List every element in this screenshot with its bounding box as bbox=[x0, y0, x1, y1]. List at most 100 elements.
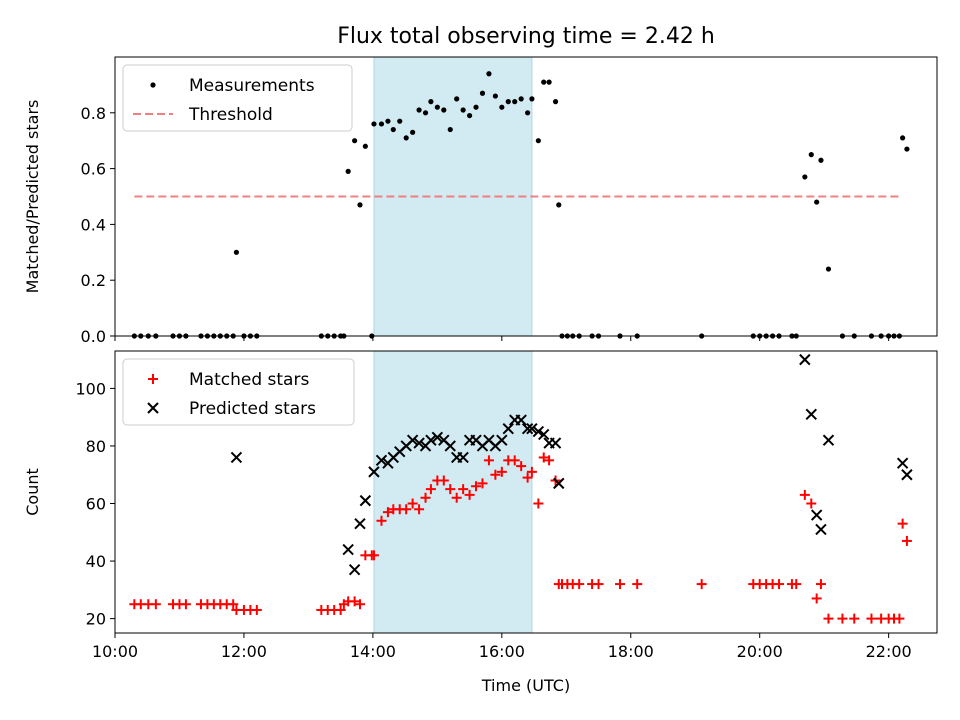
measurement-point bbox=[385, 118, 391, 124]
x-tick-label: 12:00 bbox=[221, 642, 267, 661]
measurement-point bbox=[541, 79, 547, 85]
matched-stars-point bbox=[420, 492, 431, 503]
measurement-point bbox=[403, 135, 409, 141]
measurement-point bbox=[233, 249, 240, 255]
predicted-stars-point bbox=[526, 422, 538, 435]
predicted-stars-point bbox=[348, 563, 361, 576]
predicted-stars-point bbox=[425, 434, 437, 446]
measurement-point bbox=[352, 138, 358, 144]
matched-stars-point bbox=[526, 466, 537, 477]
y-tick-label: 0.6 bbox=[81, 160, 106, 179]
count-axes-frame bbox=[114, 350, 938, 634]
x-tick-label: 10:00 bbox=[92, 642, 138, 661]
predicted-stars-point bbox=[444, 440, 456, 452]
x-tick-label: 14:00 bbox=[350, 642, 396, 661]
predicted-stars-point bbox=[538, 428, 550, 441]
matched-stars-point bbox=[464, 489, 475, 500]
legend-box bbox=[122, 64, 353, 132]
predicted-stars-point bbox=[805, 408, 817, 421]
count-axis-ticks: 10:00 12:00 14:00 16:00 18:00 20:00 22:00 20 40 6… bbox=[75, 379, 911, 661]
measurement-point bbox=[416, 107, 422, 113]
ratio-panel: 0.0 0.2 0.4 0.6 0.8 Flux total observing tim… bbox=[23, 24, 938, 346]
count-marks bbox=[129, 353, 913, 624]
ratio-axes-frame bbox=[114, 56, 938, 337]
matched-stars-point bbox=[632, 579, 643, 590]
predicted-stars-point bbox=[532, 425, 545, 438]
legend-label: Threshold bbox=[188, 105, 273, 125]
matched-stars-point bbox=[615, 579, 626, 590]
y-tick-label: 40 bbox=[86, 552, 106, 571]
measurement-point bbox=[362, 143, 368, 149]
matched-stars-point bbox=[894, 613, 905, 624]
predicted-stars-point bbox=[901, 469, 913, 481]
predicted-stars-point bbox=[502, 422, 514, 435]
measurement-point bbox=[345, 168, 351, 174]
matched-stars-point bbox=[354, 599, 365, 610]
measurement-point bbox=[552, 99, 559, 105]
matched-stars-point bbox=[335, 604, 346, 615]
matched-stars-point bbox=[376, 515, 387, 526]
predicted-stars-point bbox=[515, 414, 527, 426]
chart-title: Flux total observing time = 2.42 h bbox=[337, 24, 715, 49]
matched-stars-point bbox=[490, 469, 501, 480]
matched-stars-point bbox=[477, 478, 488, 489]
highlight-span-bottom bbox=[373, 350, 533, 634]
legend-x-marker bbox=[147, 402, 159, 414]
matched-stars-point bbox=[509, 455, 520, 466]
matched-stars-point bbox=[516, 461, 527, 472]
predicted-stars-point bbox=[354, 517, 366, 530]
matched-stars-point bbox=[823, 613, 834, 624]
ratio-legend: Measurements Threshold bbox=[122, 64, 353, 132]
measurement-point bbox=[802, 174, 808, 180]
y-tick-label: 60 bbox=[86, 495, 106, 514]
predicted-stars-point bbox=[810, 509, 823, 521]
predicted-stars-point bbox=[431, 431, 444, 444]
matched-stars-point bbox=[849, 613, 860, 624]
measurement-point bbox=[525, 110, 531, 116]
predicted-stars-point bbox=[799, 353, 811, 366]
predicted-stars-point bbox=[815, 523, 827, 536]
measurement-point bbox=[529, 96, 535, 102]
measurement-point bbox=[428, 99, 434, 105]
matched-stars-point bbox=[544, 455, 555, 466]
matched-stars-point bbox=[150, 599, 161, 610]
measurement-point bbox=[486, 71, 492, 77]
measurement-point bbox=[397, 118, 403, 124]
matched-stars-point bbox=[349, 596, 360, 607]
measurement-point bbox=[479, 90, 486, 96]
measurement-point bbox=[556, 202, 562, 208]
y-tick-label: 0.2 bbox=[81, 271, 106, 290]
matched-stars-point bbox=[799, 489, 810, 500]
measurement-point bbox=[904, 146, 910, 152]
legend-label: Measurements bbox=[189, 76, 315, 96]
x-tick-label: 16:00 bbox=[479, 642, 525, 661]
predicted-stars-point bbox=[359, 494, 372, 507]
y-tick-label: 0.4 bbox=[81, 215, 106, 234]
measurement-point bbox=[447, 126, 453, 133]
measurement-point bbox=[390, 126, 396, 133]
legend-box bbox=[122, 358, 355, 426]
measurement-point bbox=[818, 157, 824, 163]
matched-stars-point bbox=[806, 498, 817, 509]
measurement-point bbox=[808, 152, 814, 158]
predicted-stars-point bbox=[822, 434, 835, 446]
matched-stars-point bbox=[483, 455, 494, 466]
matched-stars-point bbox=[471, 481, 482, 492]
matched-stars-point bbox=[774, 579, 785, 590]
matched-stars-point bbox=[425, 484, 436, 495]
measurement-point bbox=[460, 107, 466, 113]
measurement-point bbox=[900, 135, 906, 141]
legend-label: Matched stars bbox=[189, 370, 309, 390]
predicted-stars-point bbox=[549, 437, 562, 449]
predicted-stars-point bbox=[413, 437, 425, 449]
x-tick-label: 20:00 bbox=[737, 642, 783, 661]
measurement-point bbox=[441, 107, 447, 113]
count-legend: Matched stars Predicted stars bbox=[122, 358, 355, 426]
measurement-point bbox=[499, 104, 505, 110]
count-panel: 10:00 12:00 14:00 16:00 18:00 20:00 22:00 20 40 6… bbox=[23, 350, 938, 695]
measurement-point bbox=[466, 112, 473, 119]
matched-stars-point bbox=[533, 498, 544, 509]
matched-stars-point bbox=[574, 579, 585, 590]
matched-stars-point bbox=[228, 599, 239, 610]
